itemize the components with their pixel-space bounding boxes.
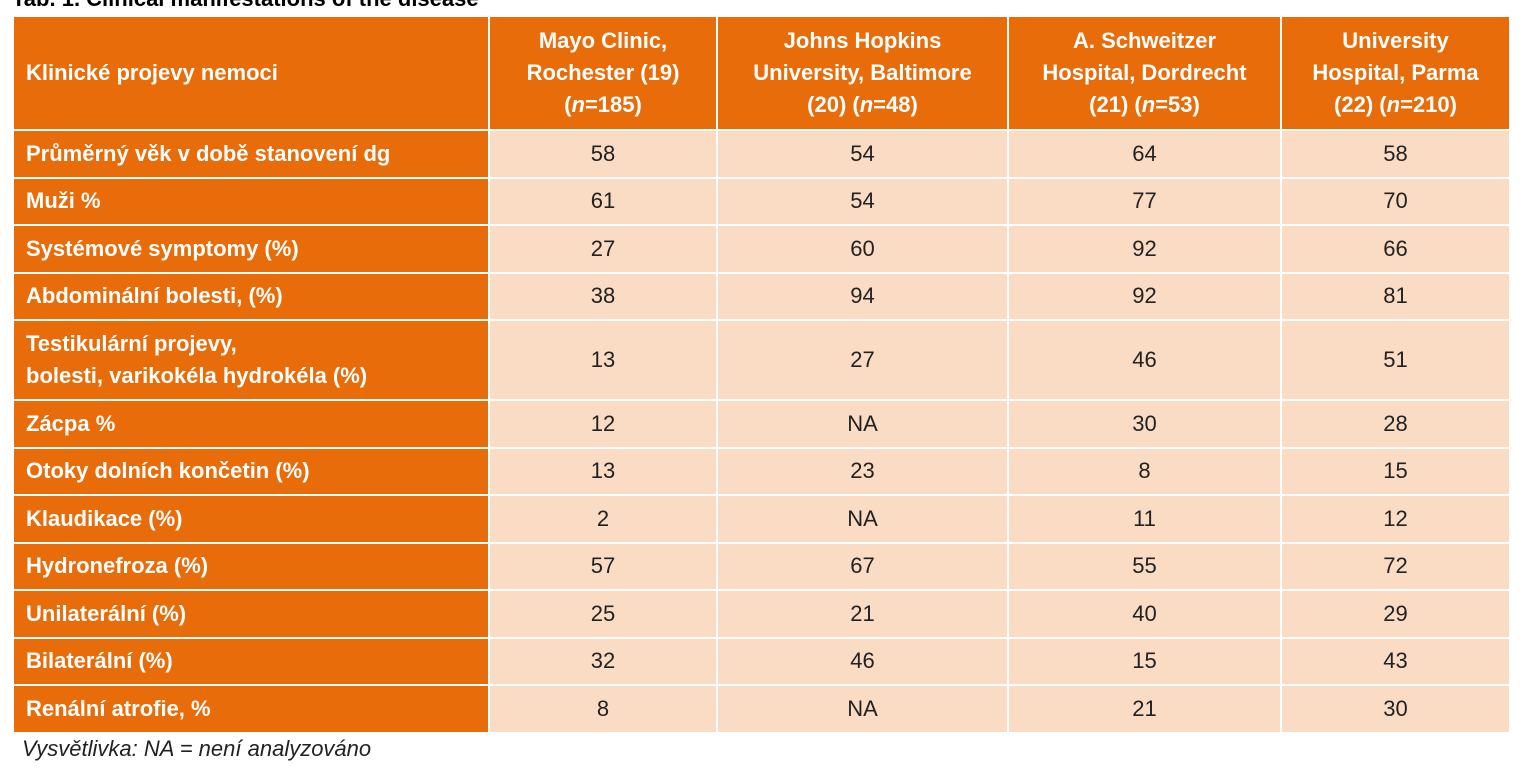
table-cell: 29	[1280, 589, 1511, 639]
table-cell: 46	[716, 636, 1009, 686]
table-cell: 11	[1007, 494, 1282, 544]
table-row: Abdominální bolesti, (%) 38 94 92 81	[12, 271, 1511, 321]
table-row: Renální atrofie, % 8 NA 21 30	[12, 684, 1511, 734]
table-cell: NA	[716, 684, 1009, 734]
table-row: Muži % 61 54 77 70	[12, 176, 1511, 226]
table-cell: 2	[488, 494, 718, 544]
row-label: Renální atrofie, %	[12, 684, 490, 734]
table-row: Systémové symptomy (%) 27 60 92 66	[12, 224, 1511, 274]
table-cell: 27	[716, 319, 1009, 401]
table-row: Zácpa % 12 NA 30 28	[12, 399, 1511, 449]
table-cell: NA	[716, 399, 1009, 449]
row-label-line: Testikulární projevy,	[26, 331, 237, 356]
table-cell: 30	[1280, 684, 1511, 734]
row-label: Bilaterální (%)	[12, 636, 490, 686]
header-line: University, Baltimore	[753, 60, 972, 85]
header-col-mayo: Mayo Clinic, Rochester (19) (n=185)	[488, 15, 718, 131]
table-cell: 94	[716, 271, 1009, 321]
header-col-johns-hopkins: Johns Hopkins University, Baltimore (20)…	[716, 15, 1009, 131]
table-cell: 77	[1007, 176, 1282, 226]
header-col-schweitzer: A. Schweitzer Hospital, Dordrecht (21) (…	[1007, 15, 1282, 131]
table-row: Klaudikace (%) 2 NA 11 12	[12, 494, 1511, 544]
row-label: Otoky dolních končetin (%)	[12, 446, 490, 496]
row-label: Klaudikace (%)	[12, 494, 490, 544]
table-cell: 67	[716, 541, 1009, 591]
table-row: Otoky dolních končetin (%) 13 23 8 15	[12, 446, 1511, 496]
header-line: Rochester (19)	[526, 60, 680, 85]
table-cell: 40	[1007, 589, 1282, 639]
row-label: Unilaterální (%)	[12, 589, 490, 639]
table-cell: 54	[716, 176, 1009, 226]
row-label: Testikulární projevy, bolesti, varikokél…	[12, 319, 490, 401]
table-cell: 46	[1007, 319, 1282, 401]
table-cell: 23	[716, 446, 1009, 496]
table-cell: 72	[1280, 541, 1511, 591]
header-line: Hospital, Dordrecht	[1042, 60, 1247, 85]
table-cell: 58	[488, 129, 718, 179]
header-row: Klinické projevy nemoci Mayo Clinic, Roc…	[12, 15, 1511, 131]
table-cell: 55	[1007, 541, 1282, 591]
table-cell: 92	[1007, 224, 1282, 274]
table-cell: 58	[1280, 129, 1511, 179]
row-label: Abdominální bolesti, (%)	[12, 271, 490, 321]
header-line: (20) (n=48)	[807, 92, 918, 117]
table-row: Unilaterální (%) 25 21 40 29	[12, 589, 1511, 639]
footnote: Vysvětlivka: NA = není analyzováno	[22, 736, 372, 761]
header-line: Johns Hopkins	[783, 28, 942, 53]
row-label: Hydronefroza (%)	[12, 541, 490, 591]
table-cell: 21	[716, 589, 1009, 639]
table-cell: 32	[488, 636, 718, 686]
header-line: (21) (n=53)	[1089, 92, 1200, 117]
header-line: Mayo Clinic,	[538, 28, 668, 53]
header-line: University	[1342, 28, 1449, 53]
table-cell: 66	[1280, 224, 1511, 274]
table-caption: Tab. 1. Clinical manifestations of the d…	[12, 0, 479, 12]
row-label: Průměrný věk v době stanovení dg	[12, 129, 490, 179]
table-cell: 43	[1280, 636, 1511, 686]
table-cell: 70	[1280, 176, 1511, 226]
table-cell: 64	[1007, 129, 1282, 179]
table-cell: 81	[1280, 271, 1511, 321]
table-row: Hydronefroza (%) 57 67 55 72	[12, 541, 1511, 591]
header-label: Klinické projevy nemoci	[12, 15, 490, 131]
table-cell: 54	[716, 129, 1009, 179]
row-label: Systémové symptomy (%)	[12, 224, 490, 274]
header-line: A. Schweitzer	[1072, 28, 1217, 53]
table-cell: 12	[488, 399, 718, 449]
table-cell: 92	[1007, 271, 1282, 321]
table-cell: 61	[488, 176, 718, 226]
table-row: Testikulární projevy, bolesti, varikokél…	[12, 319, 1511, 401]
header-line: (n=185)	[564, 92, 642, 117]
table-cell: 57	[488, 541, 718, 591]
header-line: (22) (n=210)	[1334, 92, 1457, 117]
table-row: Průměrný věk v době stanovení dg 58 54 6…	[12, 129, 1511, 179]
table-cell: 8	[1007, 446, 1282, 496]
clinical-manifestations-table: Klinické projevy nemoci Mayo Clinic, Roc…	[12, 15, 1511, 734]
table-cell: 13	[488, 446, 718, 496]
table-cell: 27	[488, 224, 718, 274]
header-line: Hospital, Parma	[1312, 60, 1479, 85]
table-cell: 25	[488, 589, 718, 639]
table-cell: 60	[716, 224, 1009, 274]
table-cell: 8	[488, 684, 718, 734]
table-cell: 21	[1007, 684, 1282, 734]
table-cell: 51	[1280, 319, 1511, 401]
row-label-line: bolesti, varikokéla hydrokéla (%)	[26, 363, 368, 388]
table-row: Bilaterální (%) 32 46 15 43	[12, 636, 1511, 686]
row-label: Zácpa %	[12, 399, 490, 449]
table-cell: 13	[488, 319, 718, 401]
table-cell: 28	[1280, 399, 1511, 449]
table-cell: 15	[1007, 636, 1282, 686]
table-cell: NA	[716, 494, 1009, 544]
table-cell: 12	[1280, 494, 1511, 544]
row-label: Muži %	[12, 176, 490, 226]
table-cell: 15	[1280, 446, 1511, 496]
table-cell: 30	[1007, 399, 1282, 449]
header-col-parma: University Hospital, Parma (22) (n=210)	[1280, 15, 1511, 131]
table-cell: 38	[488, 271, 718, 321]
